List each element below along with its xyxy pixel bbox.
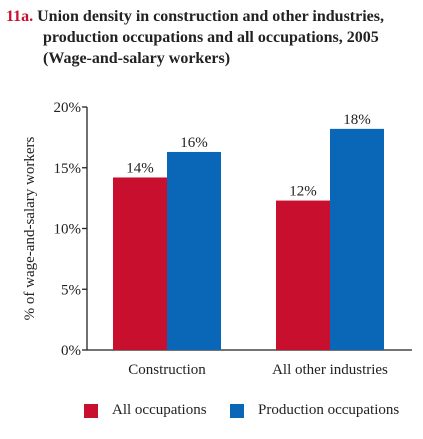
category-label: Construction [128, 362, 206, 378]
y-tick-label: 15% [54, 161, 82, 177]
y-tick-label: 5% [61, 282, 81, 298]
y-axis-label: % of wage-and-salary workers [22, 137, 38, 321]
bar [167, 151, 221, 350]
y-tick-label: 0% [61, 343, 81, 359]
legend-label-all-occupations: All occupations [112, 402, 207, 418]
bar-value-label: 14% [126, 160, 154, 176]
bar [113, 177, 167, 350]
category-labels: Construction All other industries [128, 362, 388, 378]
bar [330, 128, 384, 350]
title-line-1: Union density in construction and other … [37, 8, 384, 25]
legend: All occupations Production occupations [0, 402, 423, 426]
bar-chart: 0% 5% 10% 15% 20% 14% 16% 12% 18% Construction A… [22, 100, 412, 378]
figure-number: 11a. [6, 8, 34, 25]
data-labels: 14% 16% 12% 18% [126, 112, 371, 200]
bar-value-label: 16% [180, 135, 208, 151]
bar-value-label: 12% [289, 184, 317, 200]
title-line-3: (Wage-and-salary workers) [43, 50, 231, 67]
chart-title: 11a. Union density in construction and o… [6, 6, 418, 69]
title-line-2: production occupations and all occupatio… [43, 29, 379, 46]
legend-label-production-occupations: Production occupations [258, 402, 400, 418]
legend-swatch-all-occupations [84, 403, 98, 418]
bars [113, 128, 384, 350]
legend-swatch-production-occupations [230, 403, 244, 418]
category-label: All other industries [272, 362, 388, 378]
y-tick-label: 10% [54, 222, 82, 238]
bar-value-label: 18% [343, 112, 371, 128]
bar [276, 200, 330, 350]
y-tick-label: 20% [54, 100, 82, 116]
legend-item-production-occupations: Production occupations [230, 402, 399, 419]
y-axis: 0% 5% 10% 15% 20% [54, 100, 412, 359]
legend-item-all-occupations: All occupations [84, 402, 207, 419]
